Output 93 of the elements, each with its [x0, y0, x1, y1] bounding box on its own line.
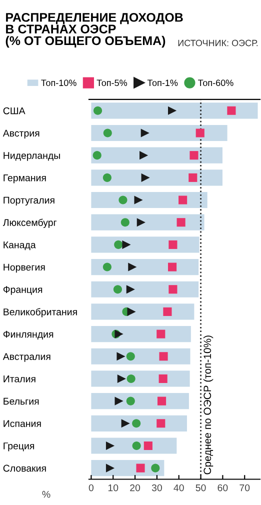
x-tick-label: 0 [88, 484, 94, 492]
point [126, 374, 136, 383]
bar [91, 326, 191, 342]
x-tick-label: 70 [240, 484, 250, 492]
point [176, 218, 186, 227]
x-tick-label: 30 [152, 484, 162, 492]
point [156, 330, 166, 338]
point [158, 374, 168, 383]
point [141, 173, 150, 182]
point [190, 151, 198, 160]
bar [91, 370, 190, 387]
y-tick-label: Германия [4, 174, 46, 184]
bar [91, 192, 208, 208]
point [168, 106, 177, 115]
point [151, 464, 160, 472]
point [132, 441, 141, 450]
point [188, 173, 198, 182]
point [106, 464, 115, 472]
point [103, 128, 112, 138]
point [156, 419, 166, 428]
point [159, 352, 168, 361]
point [127, 307, 136, 316]
bar [91, 170, 222, 186]
y-tick-label: Норвегия [4, 264, 45, 273]
point [126, 396, 135, 406]
y-tick-label: Италия [4, 376, 36, 382]
point [102, 262, 112, 272]
point [114, 240, 123, 249]
point [106, 441, 115, 450]
point [114, 396, 124, 406]
bar [91, 147, 222, 164]
x-tick-label: 20 [130, 484, 140, 492]
y-tick-label: Великобритания [4, 308, 77, 318]
x-tick-label: 60 [218, 484, 228, 492]
point [178, 196, 188, 204]
x-tick-label: 50 [196, 484, 206, 492]
x-tick-label: 10 [108, 484, 118, 492]
point [116, 352, 126, 361]
y-tick-label: Люксембург [2, 218, 57, 228]
point [120, 218, 130, 227]
point [136, 464, 145, 472]
point [126, 352, 135, 361]
y-tick-label: Португалия [4, 196, 54, 206]
x-axis-title: % [42, 490, 50, 498]
point [168, 285, 178, 294]
y-tick-label: США [3, 107, 26, 114]
point [196, 128, 204, 138]
point [122, 240, 131, 249]
point [102, 173, 112, 182]
ref-line-label: Среднее по ОЭСР (топ-10%) [203, 336, 214, 474]
text: ИСТОЧНИК: ОЭСР. [178, 40, 258, 46]
y-tick-label: Канада [4, 242, 36, 250]
bar [91, 236, 200, 253]
bar [91, 124, 228, 142]
point [168, 262, 177, 272]
x-tick-label: 40 [174, 484, 184, 492]
point [157, 396, 166, 406]
y-tick-label: Австралия [2, 353, 50, 362]
y-tick-label: Австрия [2, 130, 40, 139]
point [132, 419, 141, 428]
point [136, 218, 146, 227]
point [118, 196, 128, 204]
legend-label: Топ-60% [198, 80, 234, 86]
point [92, 151, 102, 160]
y-tick-label: Бельгия [4, 398, 39, 405]
bar [91, 281, 199, 298]
legend-label: Топ-1% [147, 80, 178, 86]
point [163, 307, 172, 316]
point [113, 285, 122, 294]
point [126, 285, 135, 294]
bar [91, 214, 204, 230]
point [140, 128, 150, 138]
y-tick-label: Испания [4, 420, 41, 428]
point [114, 330, 124, 338]
point [134, 196, 143, 204]
legend-label: Топ-10% [41, 80, 76, 86]
point [140, 151, 148, 160]
bar [91, 258, 199, 276]
y-tick-label: Греция [4, 442, 34, 452]
y-tick-label: Франция [3, 286, 42, 295]
point [117, 374, 126, 383]
point [168, 240, 178, 249]
bar [91, 304, 194, 320]
point [121, 419, 130, 428]
y-tick-label: Словакия [3, 464, 46, 472]
bar [91, 102, 258, 119]
point [144, 441, 152, 450]
point [227, 106, 236, 115]
y-tick-label: Финляндия [3, 330, 54, 340]
point [93, 106, 102, 115]
y-tick-label: Нидерланды [4, 152, 60, 161]
legend-label: Топ-5% [96, 80, 128, 86]
point [128, 262, 137, 272]
